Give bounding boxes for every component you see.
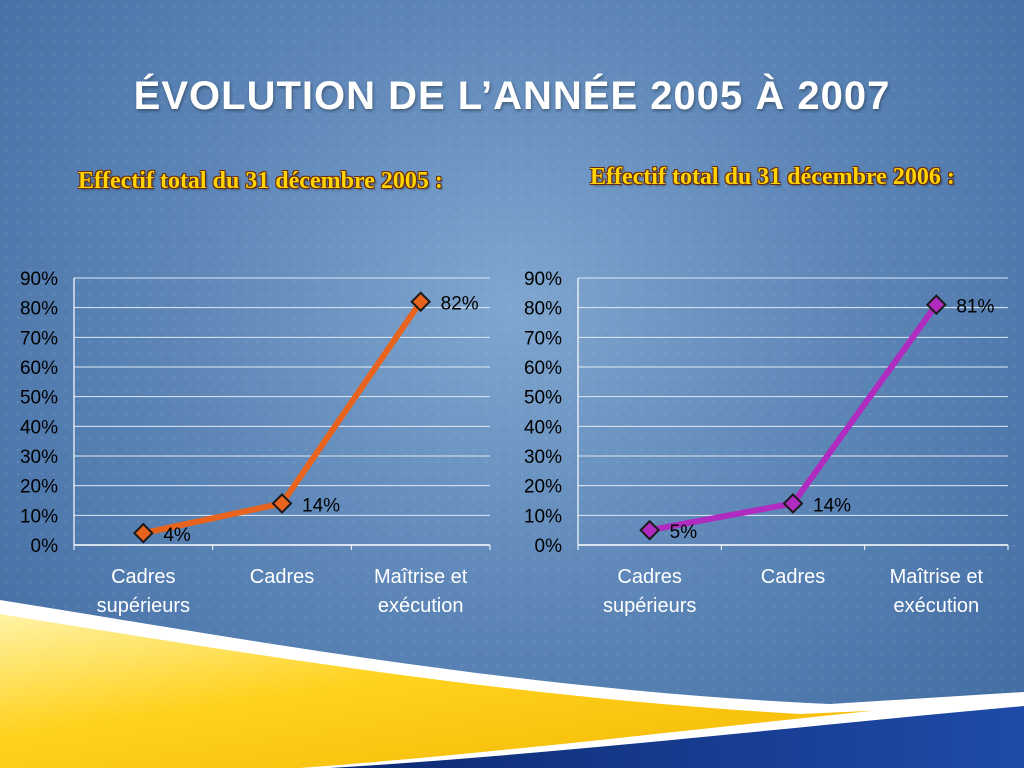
x-category-label: Cadres supérieurs bbox=[97, 566, 190, 617]
data-point-marker bbox=[410, 291, 432, 313]
page-title: ÉVOLUTION DE L’ANNÉE 2005 À 2007 bbox=[133, 74, 891, 118]
y-tick-label: 20% bbox=[20, 477, 58, 498]
y-tick-label: 50% bbox=[524, 388, 562, 409]
y-tick-label: 0% bbox=[535, 536, 563, 557]
chart-1-title: Effectif total du 31 décembre 2005 : bbox=[78, 168, 443, 194]
y-tick-label: 10% bbox=[20, 506, 58, 527]
data-point-marker bbox=[132, 522, 154, 544]
y-tick-label: 80% bbox=[20, 299, 58, 320]
data-point-marker bbox=[925, 294, 947, 316]
y-tick-label: 70% bbox=[524, 328, 562, 349]
y-tick-label: 90% bbox=[524, 269, 562, 290]
data-label: 14% bbox=[302, 495, 340, 516]
chart-2-title: Effectif total du 31 décembre 2006 : bbox=[590, 164, 955, 190]
y-tick-label: 10% bbox=[524, 506, 562, 527]
x-category-label: Cadres bbox=[761, 566, 825, 588]
y-tick-label: 40% bbox=[524, 417, 562, 438]
data-label: 82% bbox=[441, 294, 479, 315]
x-category-label: Cadres supérieurs bbox=[603, 566, 696, 617]
data-point-marker bbox=[639, 519, 661, 541]
y-tick-label: 0% bbox=[31, 536, 59, 557]
y-tick-label: 20% bbox=[524, 477, 562, 498]
y-tick-label: 50% bbox=[20, 388, 58, 409]
y-tick-label: 60% bbox=[20, 358, 58, 379]
data-label: 81% bbox=[956, 297, 994, 318]
y-tick-label: 30% bbox=[524, 447, 562, 468]
y-tick-label: 30% bbox=[20, 447, 58, 468]
y-tick-label: 90% bbox=[20, 269, 58, 290]
data-label: 14% bbox=[813, 495, 851, 516]
y-tick-label: 70% bbox=[20, 328, 58, 349]
y-tick-label: 60% bbox=[524, 358, 562, 379]
decorative-bottom-swoosh bbox=[0, 600, 1024, 768]
data-point-marker bbox=[271, 493, 293, 514]
data-label: 4% bbox=[163, 525, 191, 546]
data-point-marker bbox=[782, 493, 804, 514]
x-category-label: Maîtrise et exécution bbox=[890, 566, 984, 617]
x-category-label: Cadres bbox=[250, 566, 314, 588]
x-category-label: Maîtrise et exécution bbox=[374, 566, 468, 617]
y-tick-label: 80% bbox=[524, 299, 562, 320]
y-tick-label: 40% bbox=[20, 417, 58, 438]
data-label: 5% bbox=[670, 522, 698, 543]
